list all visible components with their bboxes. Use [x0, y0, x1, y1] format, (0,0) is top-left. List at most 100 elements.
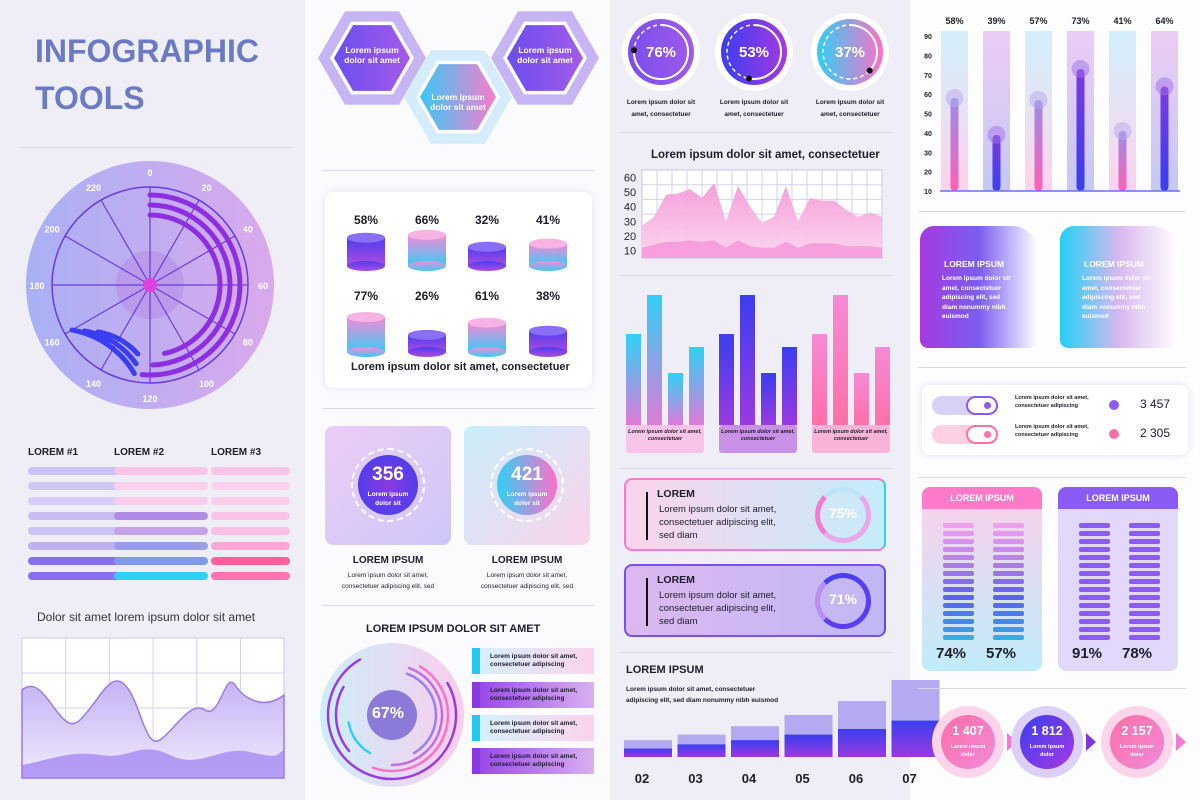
- polar-tick-label: 180: [29, 281, 44, 291]
- radial-arc: [334, 685, 351, 753]
- grouped-bar-chart: [626, 295, 890, 453]
- level-segment: [993, 595, 1024, 600]
- step-label: 03: [688, 771, 702, 786]
- cylinder-top: [347, 232, 385, 243]
- polar-tick-label: 220: [86, 183, 101, 193]
- step-label: 04: [742, 771, 757, 786]
- gradient-card: [920, 226, 1038, 348]
- gradient-card-text: adipiscing elit, sed: [942, 294, 1001, 301]
- list-bar: [114, 527, 208, 535]
- list-bar: [28, 512, 123, 520]
- divider: [918, 477, 1186, 478]
- polar-tick-label: 100: [199, 379, 214, 389]
- list-bar: [211, 542, 290, 550]
- arrow-right-icon: [1086, 733, 1096, 751]
- stat-text: Lorem ipsum dolor sit amet,: [486, 572, 568, 579]
- cylinder-top: [347, 312, 385, 323]
- stat-text: consectetuer adipiscing elit, sed: [480, 583, 574, 590]
- gauge-caption: amet, consectetuer: [820, 111, 880, 118]
- level-segment: [1129, 547, 1160, 552]
- gauge-dot: [631, 47, 638, 54]
- level-segment: [993, 563, 1024, 568]
- bar: [647, 295, 662, 425]
- y-tick-label: 40: [624, 202, 636, 214]
- gauge: [817, 19, 883, 85]
- step-bar: [731, 740, 779, 757]
- gradient-card-text: Lorem ipsum dolor sit: [1082, 275, 1151, 282]
- bar-group-label: Lorem ipsum dolor sit amet, consectetuer: [721, 429, 795, 442]
- radial-arc: [371, 665, 450, 773]
- step-circle: [1110, 715, 1164, 769]
- polar-tick-label: 160: [45, 338, 60, 348]
- step-value: 1 812: [1031, 724, 1063, 738]
- y-tick-label: 30: [624, 216, 636, 228]
- stat-text: consectetuer adipiscing elit, sed: [341, 583, 435, 590]
- cylinder-top: [468, 317, 506, 328]
- list-bar: [28, 527, 123, 535]
- level-segment: [1079, 539, 1110, 544]
- gauge-caption: Lorem ipsum dolor sit: [719, 99, 789, 106]
- cylinder-label: 61%: [475, 289, 499, 303]
- toggle-text: consectetuer adipiscing: [1015, 403, 1078, 409]
- area-series: [642, 183, 882, 258]
- bar: [854, 373, 869, 425]
- gauge-progress: [633, 24, 689, 80]
- info-card-title: LOREM: [657, 488, 695, 500]
- cylinder-chart: 58% 66% 32% 41% 77% 26% 61% 38%: [347, 213, 567, 357]
- list-bar: [211, 557, 290, 565]
- level-segment: [1129, 627, 1160, 632]
- gauge-value: 37%: [834, 44, 866, 61]
- lollipop-label: 57%: [1029, 16, 1047, 26]
- list-item-text: Lorem ipsum dolor sit amet, consectetuer…: [490, 720, 578, 735]
- step-title: LOREM IPSUM: [626, 664, 704, 676]
- y-tick-label: 30: [924, 150, 932, 157]
- divider: [322, 408, 594, 409]
- divider: [918, 688, 1186, 689]
- lollipop-head: [1113, 121, 1132, 140]
- area-chart-title: Lorem ipsum dolor sit amet, consectetuer: [651, 149, 880, 161]
- toggle-knob[interactable]: [966, 425, 998, 444]
- y-tick-label: 20: [624, 231, 636, 243]
- level-segment: [943, 611, 974, 616]
- level-segment: [1079, 563, 1110, 568]
- bar-group-label: Lorem ipsum dolor sit amet, consectetuer: [628, 429, 702, 442]
- bar: [782, 347, 797, 425]
- y-tick-label: 10: [924, 189, 932, 196]
- gradient-card: [1060, 226, 1178, 348]
- cylinder-label: 41%: [536, 213, 560, 227]
- list-bar: [28, 572, 123, 580]
- y-tick-label: 70: [924, 73, 932, 80]
- gradient-card-title: LOREM IPSUM: [1084, 259, 1144, 269]
- gauge-progress: [849, 24, 878, 72]
- level-card-title: LOREM IPSUM: [950, 493, 1014, 503]
- level-value: 57%: [986, 645, 1017, 662]
- list-item-text: Lorem ipsum dolor sit amet, consectetuer…: [490, 687, 578, 702]
- bar: [812, 334, 827, 425]
- list-header: LOREM #3: [211, 447, 262, 458]
- list-bar: [211, 497, 290, 505]
- lollipop-label: 39%: [987, 16, 1005, 26]
- level-segment: [1129, 523, 1160, 528]
- toggle-value: 2 305: [1140, 426, 1171, 440]
- cylinder-label: 58%: [354, 213, 378, 227]
- lollipop-label: 64%: [1155, 16, 1173, 26]
- lollipop-stem: [1118, 130, 1127, 191]
- level-segment: [943, 531, 974, 536]
- level-segment: [1079, 523, 1110, 528]
- step-bar: [784, 734, 833, 757]
- lollipop-head: [987, 125, 1006, 144]
- divider: [622, 275, 890, 276]
- level-segment: [1079, 587, 1110, 592]
- list-header: LOREM #1: [28, 447, 79, 458]
- progress-ring: [815, 487, 871, 543]
- level-segment: [1079, 611, 1110, 616]
- divider: [918, 211, 1186, 212]
- polar-arc: [69, 327, 137, 377]
- gradient-card-title: LOREM IPSUM: [944, 259, 1004, 269]
- y-tick-label: 80: [924, 53, 932, 60]
- toggle-knob[interactable]: [966, 396, 998, 415]
- cylinder-base: [529, 347, 567, 357]
- y-tick-label: 50: [924, 112, 932, 119]
- level-segment: [943, 539, 974, 544]
- lollipop-stem: [1160, 86, 1169, 191]
